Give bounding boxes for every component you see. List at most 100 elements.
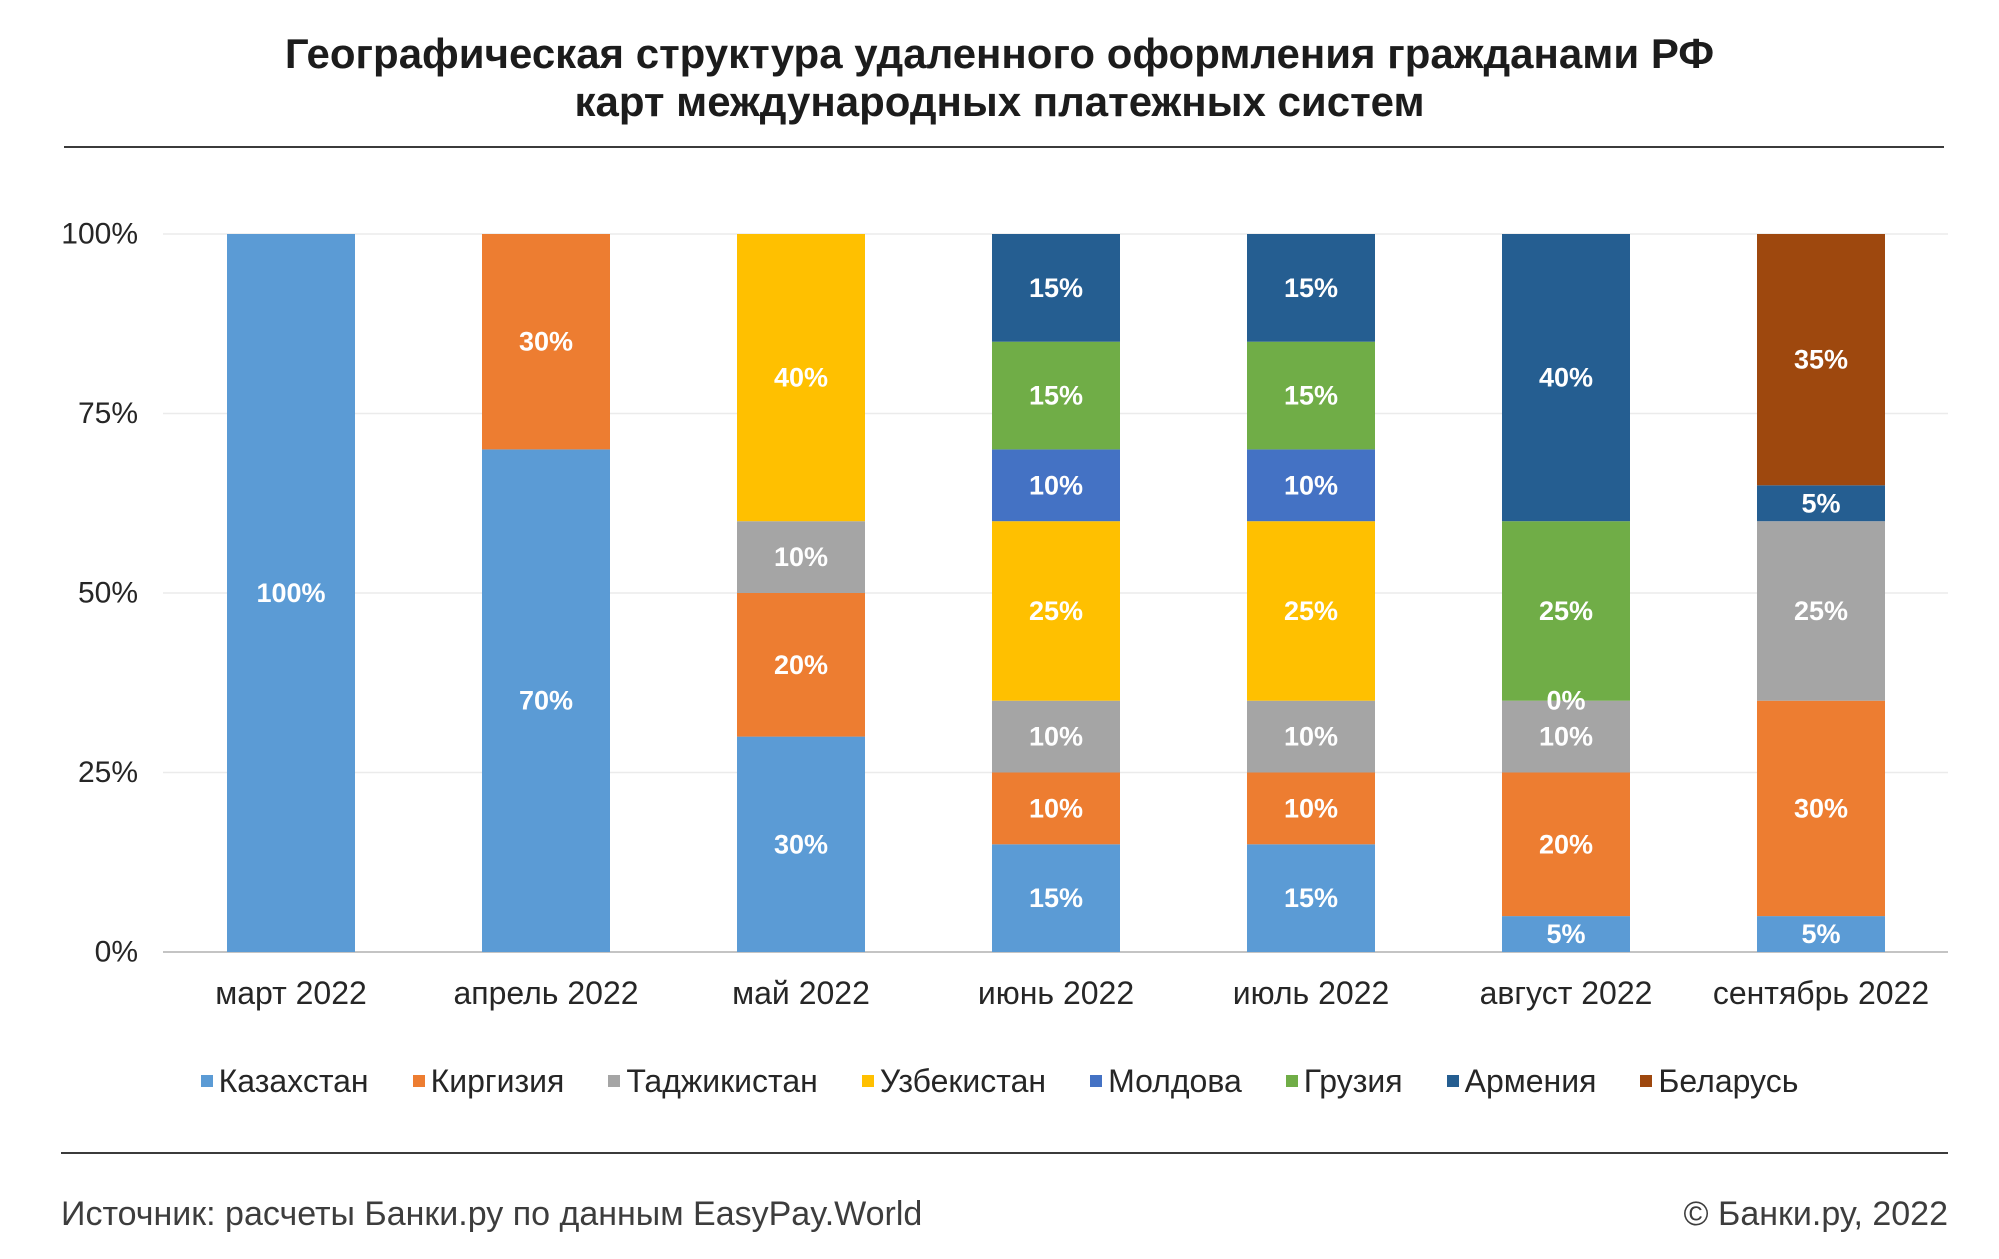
x-tick-label: июнь 2022 — [978, 975, 1134, 1011]
bar-segment-armenia — [1247, 234, 1375, 342]
bar-segment-tajikistan — [992, 700, 1120, 773]
legend-label: Молдова — [1108, 1062, 1242, 1099]
legend-swatch — [1285, 1075, 1298, 1087]
source-note: Источник: расчеты Банки.ру по данным Eas… — [61, 1194, 923, 1233]
data-label-kazakhstan: 5% — [1801, 919, 1840, 949]
bar-segment-tajikistan — [737, 521, 865, 593]
data-label-armenia: 15% — [1284, 273, 1338, 303]
data-label-kyrgyzstan: 20% — [774, 650, 828, 680]
bar-segment-tajikistan — [1502, 700, 1630, 773]
legend-swatch — [861, 1075, 874, 1087]
data-label-moldova: 10% — [1029, 470, 1083, 500]
legend-swatch — [200, 1075, 213, 1087]
data-label-tajikistan: 10% — [1539, 722, 1593, 752]
bar-segment-kazakhstan — [1757, 916, 1885, 952]
legend: Казахстан Киргизия Таджикистан Узбекистан Мо… — [0, 1061, 1999, 1101]
data-label-belarus: 35% — [1794, 345, 1848, 375]
bar-segment-georgia — [992, 341, 1120, 450]
legend-label: Казахстан — [218, 1062, 369, 1099]
data-label-kyrgyzstan: 10% — [1284, 793, 1338, 823]
chart-title-line-2: карт международных платежных систем — [574, 78, 1425, 125]
bar-segment-kazakhstan — [227, 234, 355, 952]
x-tick-label: июль 2022 — [1233, 975, 1390, 1011]
bar-segment-kyrgyzstan — [482, 234, 610, 450]
data-label-kyrgyzstan: 10% — [1029, 793, 1083, 823]
y-tick-label: 50% — [78, 577, 138, 610]
legend-item-moldova: Молдова — [1090, 1063, 1242, 1100]
legend-label: Беларусь — [1658, 1062, 1799, 1099]
bar-segment-kyrgyzstan — [1757, 700, 1885, 917]
footer: Источник: расчеты Банки.ру по данным Eas… — [61, 1192, 1948, 1236]
copyright-note: © Банки.ру, 2022 — [1683, 1194, 1948, 1233]
y-axis-ticks: 0% 25% 50% 75% 100% — [61, 218, 138, 969]
bar-segment-kazakhstan — [1502, 916, 1630, 952]
y-tick-label: 75% — [78, 397, 138, 430]
data-label-moldova: 10% — [1284, 470, 1338, 500]
bar-segment-tajikistan — [1757, 521, 1885, 701]
x-tick-label: март 2022 — [215, 975, 367, 1011]
bar-segment-kazakhstan — [482, 449, 610, 952]
data-label-tajikistan: 25% — [1794, 596, 1848, 626]
bar-segment-uzbekistan — [992, 521, 1120, 701]
legend-label: Грузия — [1303, 1062, 1403, 1099]
data-label-kyrgyzstan: 30% — [519, 327, 573, 357]
legend-item-kyrgyzstan: Киргизия — [412, 1062, 565, 1100]
data-label-kazakhstan: 30% — [774, 829, 828, 859]
bar-segment-tajikistan — [1247, 700, 1375, 773]
bars — [227, 234, 1885, 952]
bar-segment-kyrgyzstan — [1247, 772, 1375, 845]
y-tick-label: 100% — [61, 218, 138, 251]
legend-item-belarus: Беларусь — [1640, 1063, 1798, 1100]
legend-swatch — [1640, 1075, 1653, 1087]
legend-item-georgia: Грузия — [1285, 1062, 1403, 1100]
bar-segment-georgia — [1502, 521, 1630, 701]
data-label-tajikistan: 10% — [774, 542, 828, 572]
x-tick-label: май 2022 — [732, 975, 870, 1011]
x-tick-label: август 2022 — [1480, 975, 1653, 1011]
chart-title-line-1: Географическая структура удаленного офор… — [284, 30, 1715, 77]
x-tick-label: сентябрь 2022 — [1713, 975, 1929, 1011]
bar-segment-moldova — [1247, 449, 1375, 522]
legend-swatch — [608, 1075, 621, 1087]
data-label-tajikistan: 10% — [1284, 722, 1338, 752]
legend-label: Узбекистан — [879, 1062, 1047, 1099]
legend-item-armenia: Армения — [1446, 1062, 1597, 1100]
bar-segment-kyrgyzstan — [992, 772, 1120, 845]
bar-segment-uzbekistan — [1247, 521, 1375, 701]
x-tick-label: апрель 2022 — [453, 975, 638, 1011]
data-label-kyrgyzstan: 30% — [1794, 793, 1848, 823]
data-label-armenia: 5% — [1801, 488, 1840, 518]
legend-swatch — [1446, 1075, 1459, 1087]
data-label-georgia: 15% — [1284, 381, 1338, 411]
bar-segment-belarus — [1757, 234, 1885, 486]
data-label-armenia: 40% — [1539, 363, 1593, 393]
legend-swatch — [412, 1075, 425, 1087]
data-label-kazakhstan: 15% — [1029, 883, 1083, 913]
data-label-kazakhstan: 100% — [256, 578, 325, 608]
data-label-kazakhstan: 15% — [1284, 883, 1338, 913]
bar-segment-armenia — [1757, 485, 1885, 522]
legend-label: Армения — [1464, 1062, 1597, 1099]
data-label-armenia: 15% — [1029, 273, 1083, 303]
y-tick-label: 25% — [78, 756, 138, 789]
data-labels: 100% 70% 30% 30% 20% 10% 40% 15% 10% 10% 25% 10% 15%… — [256, 273, 1848, 949]
bottom-divider — [61, 1152, 1948, 1154]
legend-item-uzbekistan: Узбекистан — [861, 1062, 1047, 1100]
top-divider — [64, 146, 1944, 148]
bar-segment-kyrgyzstan — [737, 593, 865, 737]
legend-item-kazakhstan: Казахстан — [200, 1062, 369, 1100]
legend-swatch — [1090, 1075, 1103, 1087]
data-label-uzbekistan: 25% — [1284, 596, 1338, 626]
data-label-kazakhstan: 5% — [1546, 919, 1585, 949]
data-label-kazakhstan: 70% — [519, 686, 573, 716]
bar-segment-kazakhstan — [992, 844, 1120, 952]
data-label-uzbekistan: 0% — [1546, 686, 1585, 716]
legend-label: Таджикистан — [626, 1062, 818, 1099]
legend-label: Киргизия — [430, 1062, 565, 1099]
y-tick-label: 0% — [95, 936, 138, 969]
bar-segment-armenia — [992, 234, 1120, 342]
x-axis-ticks: март 2022 апрель 2022 май 2022 июнь 2022 июл… — [215, 975, 1929, 1011]
data-label-georgia: 25% — [1539, 596, 1593, 626]
bar-segment-moldova — [992, 449, 1120, 522]
data-label-uzbekistan: 25% — [1029, 596, 1083, 626]
